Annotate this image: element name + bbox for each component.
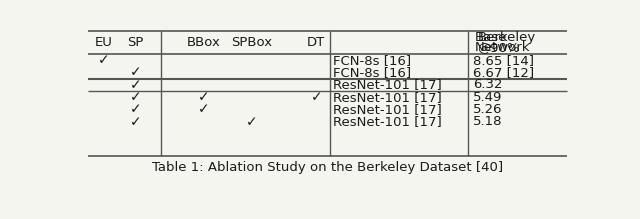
Text: ✓: ✓ xyxy=(246,115,258,129)
Text: Berkeley: Berkeley xyxy=(477,31,536,44)
Text: @90%: @90% xyxy=(477,41,520,54)
Text: ✓: ✓ xyxy=(198,90,210,104)
Text: ResNet-101 [17]: ResNet-101 [17] xyxy=(333,91,442,104)
Text: 8.65 [14]: 8.65 [14] xyxy=(473,54,534,67)
Text: DT: DT xyxy=(307,36,326,49)
Text: ✓: ✓ xyxy=(130,78,141,92)
Text: ✓: ✓ xyxy=(130,102,141,117)
Text: ✓: ✓ xyxy=(198,102,210,117)
Text: 5.26: 5.26 xyxy=(473,103,502,116)
Text: ResNet-101 [17]: ResNet-101 [17] xyxy=(333,78,442,91)
Text: FCN-8s [16]: FCN-8s [16] xyxy=(333,54,412,67)
Text: BBox: BBox xyxy=(187,36,221,49)
Text: Table 1: Ablation Study on the Berkeley Dataset [40]: Table 1: Ablation Study on the Berkeley … xyxy=(152,161,504,175)
Text: ResNet-101 [17]: ResNet-101 [17] xyxy=(333,115,442,128)
Text: ✓: ✓ xyxy=(310,90,322,104)
Text: ResNet-101 [17]: ResNet-101 [17] xyxy=(333,103,442,116)
Text: EU: EU xyxy=(94,36,112,49)
Text: Base: Base xyxy=(476,31,508,44)
Text: ✓: ✓ xyxy=(97,53,109,67)
Text: 5.49: 5.49 xyxy=(473,91,502,104)
Text: 5.18: 5.18 xyxy=(473,115,502,128)
Text: 6.67 [12]: 6.67 [12] xyxy=(473,66,534,79)
Text: SPBox: SPBox xyxy=(232,36,273,49)
Text: ✓: ✓ xyxy=(130,90,141,104)
Text: 6.32: 6.32 xyxy=(473,78,502,91)
Text: Network: Network xyxy=(476,41,531,54)
Text: ✓: ✓ xyxy=(130,65,141,79)
Text: ✓: ✓ xyxy=(130,115,141,129)
Text: FCN-8s [16]: FCN-8s [16] xyxy=(333,66,412,79)
Text: SP: SP xyxy=(127,36,144,49)
